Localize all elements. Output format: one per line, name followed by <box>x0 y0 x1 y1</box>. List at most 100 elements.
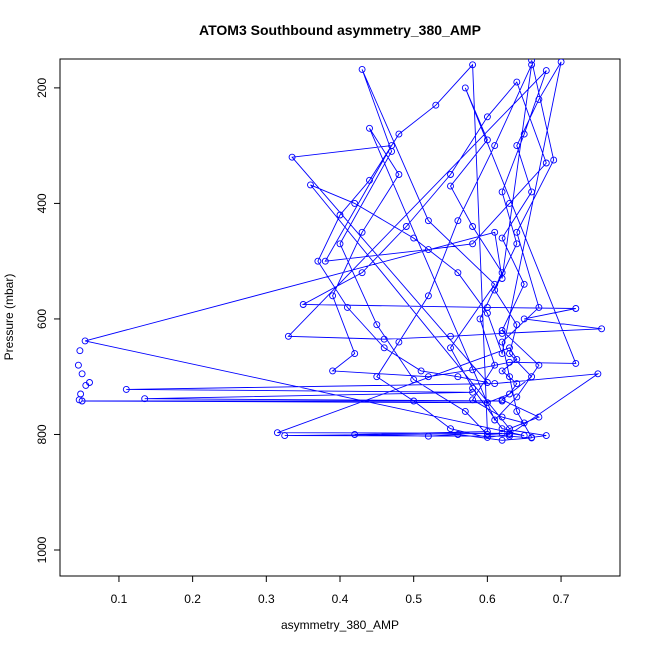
data-point <box>528 61 536 69</box>
data-point <box>321 257 329 265</box>
data-point <box>483 399 491 407</box>
data-point <box>388 142 396 150</box>
x-axis-label: asymmetry_380_AMP <box>281 618 399 632</box>
y-axis-label: Pressure (mbar) <box>2 274 16 361</box>
data-point <box>528 434 536 442</box>
data-point <box>288 153 296 161</box>
data-point <box>550 156 558 164</box>
data-point <box>513 78 521 86</box>
data-point <box>410 376 418 384</box>
y-tick-label: 800 <box>35 424 49 444</box>
data-point <box>366 124 373 132</box>
data-point <box>491 416 499 424</box>
data-point <box>351 431 359 438</box>
data-point <box>520 280 528 288</box>
data-point <box>358 65 366 73</box>
data-point <box>483 379 491 386</box>
chart-title: ATOM3 Southbound asymmetry_380_AMP <box>199 22 481 38</box>
data-point <box>410 397 418 405</box>
data-point <box>424 217 432 225</box>
data-point <box>520 419 528 427</box>
data-point <box>141 395 149 403</box>
data-point <box>273 429 281 437</box>
data-point <box>329 292 337 300</box>
data-point <box>491 380 499 388</box>
data-point <box>76 347 84 355</box>
data-point <box>461 84 469 92</box>
data-point <box>366 176 373 184</box>
data-point <box>542 159 550 167</box>
data-point <box>454 373 462 381</box>
data-point <box>454 217 462 225</box>
data-point <box>343 303 351 311</box>
data-point <box>506 199 513 207</box>
data-point <box>77 390 85 398</box>
y-tick-label: 1000 <box>35 536 49 563</box>
x-tick-label: 0.1 <box>111 592 128 606</box>
data-point <box>417 367 425 375</box>
data-point <box>483 136 491 144</box>
x-tick-label: 0.5 <box>405 592 422 606</box>
x-tick-label: 0.3 <box>258 592 275 606</box>
data-point <box>506 358 513 366</box>
data-point <box>513 407 521 415</box>
data-point <box>483 431 491 438</box>
data-point <box>557 59 565 66</box>
data-point <box>498 350 506 358</box>
data-point <box>424 373 432 381</box>
y-tick-label: 600 <box>35 309 49 329</box>
data-point <box>380 335 388 343</box>
data-point <box>281 432 289 440</box>
data-point <box>395 130 403 138</box>
data-point <box>491 361 499 369</box>
data-point <box>424 246 432 254</box>
data-point <box>498 413 506 421</box>
data-point <box>329 367 337 375</box>
data-point <box>476 315 484 323</box>
data-point <box>572 359 580 367</box>
data-point <box>498 234 506 242</box>
data-point <box>506 425 513 433</box>
data-point <box>594 370 602 378</box>
data-point <box>528 188 536 196</box>
data-point <box>513 228 521 236</box>
data-point <box>454 269 462 277</box>
data-point <box>424 292 432 300</box>
data-point <box>513 142 521 150</box>
data-point <box>74 361 82 369</box>
data-point <box>498 425 506 433</box>
data-point <box>498 327 506 334</box>
data-point <box>491 228 499 236</box>
data-point <box>506 390 513 398</box>
data-point <box>498 329 506 337</box>
data-point <box>513 240 521 248</box>
data-point <box>469 61 477 69</box>
data-point <box>447 344 454 352</box>
data-point <box>469 240 477 248</box>
data-point <box>314 257 322 265</box>
data-point <box>542 432 550 440</box>
data-point <box>351 350 359 358</box>
data-point <box>506 432 513 440</box>
data-point <box>506 350 513 358</box>
data-point <box>513 380 521 388</box>
data-point <box>395 338 403 346</box>
data-point <box>351 199 359 207</box>
data-point <box>491 142 499 150</box>
x-tick-label: 0.2 <box>184 592 201 606</box>
data-point <box>373 321 381 329</box>
data-point <box>598 325 606 333</box>
data-point <box>469 366 477 374</box>
data-point <box>410 234 418 242</box>
data-point <box>373 373 381 381</box>
data-point <box>513 355 521 363</box>
data-point <box>528 59 536 64</box>
data-point <box>535 95 543 103</box>
data-point <box>513 321 521 329</box>
data-point <box>498 269 506 277</box>
plot-area <box>74 59 606 444</box>
data-point <box>447 332 454 340</box>
x-axis: 0.1 0.2 0.3 0.4 0.5 0.6 0.7 <box>111 575 570 606</box>
data-point <box>520 130 528 138</box>
